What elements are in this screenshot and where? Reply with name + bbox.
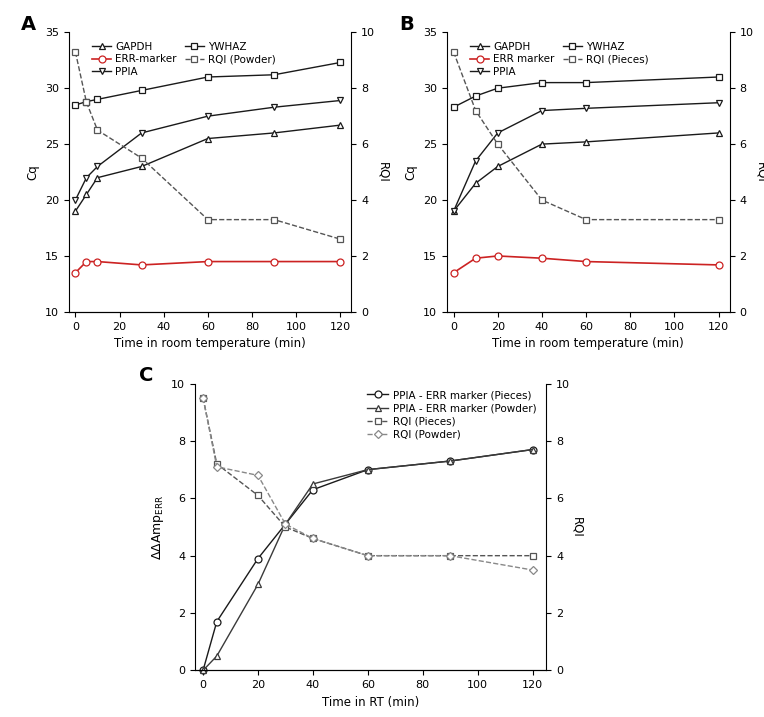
PPIA - ERR marker (Powder) <box>363 465 372 474</box>
Y-axis label: RQI: RQI <box>376 162 389 182</box>
PPIA - ERR marker (Pieces) <box>254 554 263 563</box>
Legend: GAPDH, ERR-marker, PPIA, YWHAZ, RQI (Powder): GAPDH, ERR-marker, PPIA, YWHAZ, RQI (Pow… <box>88 37 280 81</box>
Y-axis label: RQI: RQI <box>571 517 584 537</box>
PPIA - ERR marker (Powder) <box>281 520 290 528</box>
PPIA - ERR marker (Powder) <box>528 445 537 454</box>
Text: B: B <box>399 16 413 34</box>
RQI (Powder) <box>528 566 537 574</box>
RQI (Pieces) <box>212 460 222 468</box>
PPIA - ERR marker (Pieces) <box>281 520 290 528</box>
PPIA - ERR marker (Powder) <box>309 480 318 488</box>
RQI (Powder) <box>309 534 318 543</box>
RQI (Pieces) <box>254 491 263 500</box>
RQI (Pieces) <box>309 534 318 543</box>
X-axis label: Time in room temperature (min): Time in room temperature (min) <box>115 337 306 350</box>
RQI (Pieces) <box>445 551 455 560</box>
Legend: PPIA - ERR marker (Pieces), PPIA - ERR marker (Powder), RQI (Pieces), RQI (Powde: PPIA - ERR marker (Pieces), PPIA - ERR m… <box>363 386 541 444</box>
Y-axis label: $\Delta\Delta$Amp$_\mathrm{ERR}$: $\Delta\Delta$Amp$_\mathrm{ERR}$ <box>150 494 166 560</box>
Text: A: A <box>21 16 36 34</box>
RQI (Powder) <box>212 462 222 471</box>
PPIA - ERR marker (Pieces) <box>309 485 318 494</box>
Line: PPIA - ERR marker (Pieces): PPIA - ERR marker (Pieces) <box>199 446 536 674</box>
RQI (Powder) <box>199 394 208 402</box>
RQI (Pieces) <box>281 523 290 531</box>
PPIA - ERR marker (Powder) <box>445 457 455 465</box>
RQI (Powder) <box>254 471 263 480</box>
Line: PPIA - ERR marker (Powder): PPIA - ERR marker (Powder) <box>199 446 536 674</box>
X-axis label: Time in RT (min): Time in RT (min) <box>322 695 419 708</box>
RQI (Powder) <box>281 520 290 528</box>
RQI (Powder) <box>445 551 455 560</box>
PPIA - ERR marker (Pieces) <box>212 617 222 626</box>
RQI (Powder) <box>363 551 372 560</box>
Y-axis label: Cq: Cq <box>26 164 40 180</box>
Text: C: C <box>138 366 153 385</box>
PPIA - ERR marker (Pieces) <box>445 457 455 465</box>
Line: RQI (Pieces): RQI (Pieces) <box>199 394 536 559</box>
Legend: GAPDH, ERR marker, PPIA, YWHAZ, RQI (Pieces): GAPDH, ERR marker, PPIA, YWHAZ, RQI (Pie… <box>466 37 652 81</box>
PPIA - ERR marker (Pieces) <box>199 666 208 675</box>
PPIA - ERR marker (Powder) <box>254 580 263 589</box>
PPIA - ERR marker (Pieces) <box>528 445 537 454</box>
RQI (Pieces) <box>363 551 372 560</box>
Y-axis label: Cq: Cq <box>404 164 418 180</box>
RQI (Pieces) <box>199 394 208 402</box>
RQI (Pieces) <box>528 551 537 560</box>
PPIA - ERR marker (Powder) <box>212 652 222 660</box>
PPIA - ERR marker (Powder) <box>199 666 208 675</box>
PPIA - ERR marker (Pieces) <box>363 465 372 474</box>
Line: RQI (Powder): RQI (Powder) <box>200 395 536 573</box>
Y-axis label: RQI: RQI <box>754 162 764 182</box>
X-axis label: Time in room temperature (min): Time in room temperature (min) <box>493 337 684 350</box>
